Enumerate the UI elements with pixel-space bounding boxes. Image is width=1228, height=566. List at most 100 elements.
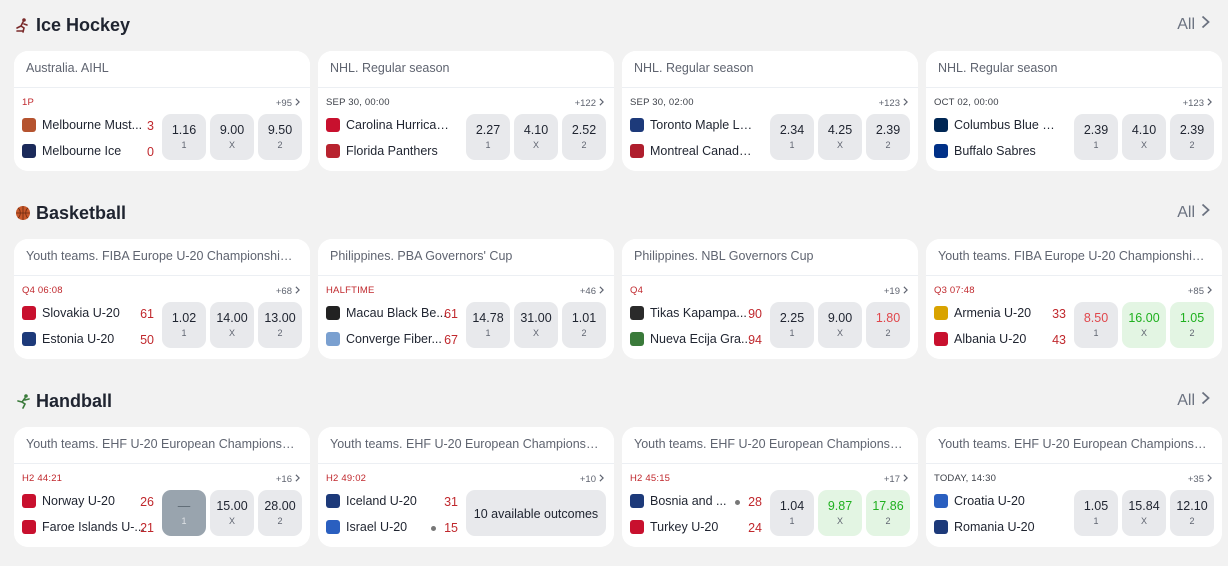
odds-value: 9.00 — [219, 123, 245, 137]
odds-button-2[interactable]: 28.00 2 — [258, 490, 302, 536]
chevron-right-icon — [599, 473, 604, 485]
more-markets-link[interactable]: +95 — [276, 97, 300, 109]
more-markets-link[interactable]: +17 — [884, 473, 908, 485]
odds-button-x[interactable]: 4.10 X — [514, 114, 558, 160]
odds-button-x[interactable]: 16.00 X — [1122, 302, 1166, 348]
odds-button-2[interactable]: 2.52 2 — [562, 114, 606, 160]
odds-button-1[interactable]: 2.25 1 — [770, 302, 814, 348]
team-logo-icon — [326, 144, 340, 158]
see-all-link[interactable]: All — [1177, 203, 1210, 222]
odds-button-x[interactable]: 31.00 X — [514, 302, 558, 348]
event-status: SEP 30, 02:00 — [630, 97, 694, 108]
event-card[interactable]: Youth teams. EHF U-20 European Champions… — [318, 427, 614, 547]
odds-button-2[interactable]: 9.50 2 — [258, 114, 302, 160]
odds-button-1[interactable]: 2.39 1 — [1074, 114, 1118, 160]
odds-button-2[interactable]: 13.00 2 — [258, 302, 302, 348]
more-markets-link[interactable]: +85 — [1188, 285, 1212, 297]
team-row: Estonia U-20 — [22, 330, 114, 348]
odds-button-x[interactable]: 4.10 X — [1122, 114, 1166, 160]
odds-button-1[interactable]: 1.02 1 — [162, 302, 206, 348]
more-markets-link[interactable]: +68 — [276, 285, 300, 297]
chevron-right-icon — [1201, 15, 1210, 34]
event-card[interactable]: Youth teams. EHF U-20 European Champions… — [926, 427, 1222, 547]
team-name: Albania U-20 — [954, 332, 1027, 346]
event-card[interactable]: Philippines. NBL Governors Cup Q4 +19 Tikas… — [622, 239, 918, 359]
league-name[interactable]: Youth teams. EHF U-20 European Champions… — [622, 427, 918, 461]
odds-button-1[interactable]: 1.16 1 — [162, 114, 206, 160]
event-meta: H2 44:21 +16 — [22, 473, 300, 485]
more-markets-link[interactable]: +46 — [580, 285, 604, 297]
odds-button-2[interactable]: 17.86 2 — [866, 490, 910, 536]
more-markets-link[interactable]: +16 — [276, 473, 300, 485]
odds-label: 2 — [1189, 140, 1195, 150]
odds-button-2[interactable]: 2.39 2 — [1170, 114, 1214, 160]
league-name[interactable]: NHL. Regular season — [318, 51, 614, 85]
odds-value: 4.25 — [827, 123, 853, 137]
serve-indicator-icon — [735, 500, 740, 505]
more-markets-link[interactable]: +123 — [1183, 97, 1212, 109]
league-name[interactable]: Youth teams. FIBA Europe U-20 Championsh… — [14, 239, 310, 273]
league-name[interactable]: Philippines. PBA Governors' Cup — [318, 239, 614, 273]
available-outcomes-button[interactable]: 10 available outcomes — [466, 490, 606, 536]
odds-button-x[interactable]: 15.00 X — [210, 490, 254, 536]
odds-button-x[interactable]: 4.25 X — [818, 114, 862, 160]
odds-button-1[interactable]: 2.27 1 — [466, 114, 510, 160]
event-body: H2 45:15 +17 Bosnia and ... 28 Turkey U-20 24… — [622, 463, 918, 547]
event-card[interactable]: NHL. Regular season OCT 02, 00:00 +123 Colu… — [926, 51, 1222, 171]
see-all-link[interactable]: All — [1177, 15, 1210, 34]
event-card[interactable]: Australia. AIHL 1P +95 Melbourne Must... 3 Me… — [14, 51, 310, 171]
event-card[interactable]: NHL. Regular season SEP 30, 02:00 +123 Toro… — [622, 51, 918, 171]
odds-button-2[interactable]: 2.39 2 — [866, 114, 910, 160]
team-name: Carolina Hurricanes — [346, 118, 449, 132]
odds-label: X — [228, 516, 235, 526]
odds-value: 13.00 — [264, 311, 296, 325]
odds-label: 2 — [1189, 516, 1195, 526]
odds-button-1[interactable]: 8.50 1 — [1074, 302, 1118, 348]
odds-button-x[interactable]: 9.00 X — [818, 302, 862, 348]
odds-label: 2 — [885, 328, 891, 338]
event-card[interactable]: Youth teams. EHF U-20 European Champions… — [622, 427, 918, 547]
handball-player-icon — [14, 392, 32, 410]
event-card[interactable]: Youth teams. FIBA Europe U-20 Championsh… — [926, 239, 1222, 359]
odds-value: 9.00 — [827, 311, 853, 325]
league-name[interactable]: NHL. Regular season — [622, 51, 918, 85]
team-logo-icon — [630, 332, 644, 346]
chevron-right-icon — [599, 97, 604, 109]
more-markets-link[interactable]: +122 — [575, 97, 604, 109]
event-cards-row: Australia. AIHL 1P +95 Melbourne Must... 3 Me… — [14, 51, 1228, 171]
league-name[interactable]: NHL. Regular season — [926, 51, 1222, 85]
team-row: Macau Black Be... — [326, 304, 447, 322]
event-card[interactable]: Philippines. PBA Governors' Cup HALFTIME +… — [318, 239, 614, 359]
odds-button-2[interactable]: 1.05 2 — [1170, 302, 1214, 348]
more-markets-link[interactable]: +35 — [1188, 473, 1212, 485]
event-body: H2 49:02 +10 Iceland U-20 31 Israel U-20 15 10… — [318, 463, 614, 547]
more-markets-count: +10 — [579, 473, 596, 485]
event-card[interactable]: Youth teams. FIBA Europe U-20 Championsh… — [14, 239, 310, 359]
odds-button-1[interactable]: 1.04 1 — [770, 490, 814, 536]
odds-button-x[interactable]: 9.87 X — [818, 490, 862, 536]
league-name[interactable]: Australia. AIHL — [14, 51, 310, 85]
odds-button-1[interactable]: 1.05 1 — [1074, 490, 1118, 536]
odds-button-2[interactable]: 1.01 2 — [562, 302, 606, 348]
team-name: Melbourne Must... — [42, 118, 143, 132]
odds-button-2[interactable]: 1.80 2 — [866, 302, 910, 348]
odds-button-1[interactable]: —1 — [162, 490, 206, 536]
odds-button-x[interactable]: 15.84 X — [1122, 490, 1166, 536]
odds-button-x[interactable]: 14.00 X — [210, 302, 254, 348]
league-name[interactable]: Youth teams. FIBA Europe U-20 Championsh… — [926, 239, 1222, 273]
league-name[interactable]: Philippines. NBL Governors Cup — [622, 239, 918, 273]
team-logo-icon — [630, 306, 644, 320]
more-markets-link[interactable]: +19 — [884, 285, 908, 297]
event-card[interactable]: NHL. Regular season SEP 30, 00:00 +122 Caro… — [318, 51, 614, 171]
odds-button-2[interactable]: 12.10 2 — [1170, 490, 1214, 536]
see-all-link[interactable]: All — [1177, 391, 1210, 410]
odds-button-1[interactable]: 2.34 1 — [770, 114, 814, 160]
odds-button-1[interactable]: 14.78 1 — [466, 302, 510, 348]
odds-button-x[interactable]: 9.00 X — [210, 114, 254, 160]
more-markets-link[interactable]: +10 — [580, 473, 604, 485]
league-name[interactable]: Youth teams. EHF U-20 European Champions… — [14, 427, 310, 461]
league-name[interactable]: Youth teams. EHF U-20 European Champions… — [926, 427, 1222, 461]
league-name[interactable]: Youth teams. EHF U-20 European Champions… — [318, 427, 614, 461]
event-card[interactable]: Youth teams. EHF U-20 European Champions… — [14, 427, 310, 547]
more-markets-link[interactable]: +123 — [879, 97, 908, 109]
